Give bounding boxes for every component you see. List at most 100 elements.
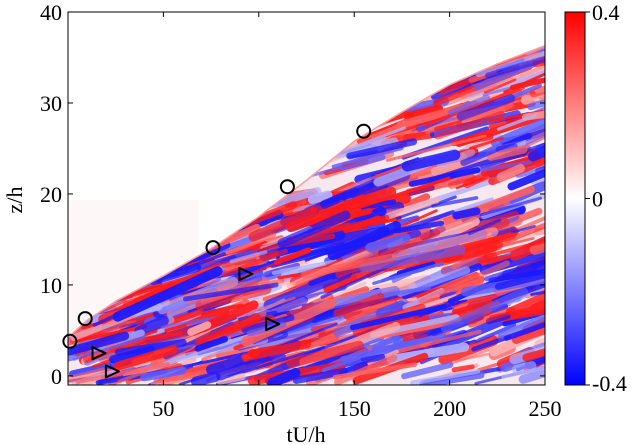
field-streak bbox=[496, 163, 526, 182]
y-tick-label: 0 bbox=[51, 364, 62, 389]
field-streak bbox=[419, 371, 485, 385]
field-streak bbox=[401, 361, 454, 380]
boundary-curve bbox=[67, 44, 546, 339]
field-streak bbox=[520, 84, 545, 105]
colorbar-tick-label: -0.4 bbox=[592, 371, 627, 396]
x-axis: 50 100 150 200 250 bbox=[152, 12, 562, 421]
field-streak bbox=[68, 331, 130, 356]
fluctuation-field bbox=[68, 45, 545, 385]
colorbar bbox=[564, 11, 586, 386]
field-streak bbox=[339, 154, 386, 171]
field-streak bbox=[132, 262, 222, 304]
field-streak bbox=[459, 84, 498, 99]
field-streak bbox=[195, 284, 272, 311]
field-streak bbox=[509, 216, 545, 261]
field-streak bbox=[216, 373, 246, 385]
circle-marker bbox=[356, 123, 372, 139]
field-streak bbox=[418, 260, 510, 305]
field-streak bbox=[331, 146, 404, 169]
field-streak bbox=[531, 163, 545, 185]
field-streak bbox=[241, 339, 312, 362]
field-streak bbox=[267, 367, 301, 385]
field-streak bbox=[349, 303, 447, 331]
field-streak bbox=[496, 113, 537, 131]
field-streak bbox=[300, 253, 396, 279]
x-tick-label: 100 bbox=[242, 396, 275, 421]
field-streak bbox=[503, 301, 545, 341]
field-streak bbox=[468, 136, 504, 150]
field-streak bbox=[321, 355, 362, 373]
field-streak bbox=[307, 190, 333, 205]
field-streak bbox=[248, 206, 318, 242]
x-tick-label: 200 bbox=[433, 396, 466, 421]
field-streak bbox=[504, 219, 545, 248]
field-streak bbox=[229, 249, 268, 264]
field-streak bbox=[333, 298, 409, 338]
field-streak bbox=[194, 336, 229, 352]
field-streak bbox=[346, 138, 418, 160]
field-streak bbox=[332, 362, 417, 380]
y-tick-label: 30 bbox=[40, 91, 62, 116]
colorbar-tick-label: 0.4 bbox=[592, 0, 620, 25]
x-tick-label: 150 bbox=[338, 396, 371, 421]
field-streak bbox=[505, 270, 545, 317]
field-streak bbox=[432, 201, 511, 234]
field-streak bbox=[360, 199, 397, 211]
x-tick-label: 50 bbox=[152, 396, 174, 421]
field-streak bbox=[140, 366, 187, 382]
colorbar-ticks: 0.4 0 -0.4 bbox=[585, 0, 627, 396]
field-streak bbox=[365, 233, 411, 253]
field-streak bbox=[530, 283, 545, 314]
field-streak bbox=[485, 46, 545, 79]
field-streak bbox=[286, 340, 364, 368]
field-streak bbox=[385, 134, 487, 162]
field-streak bbox=[452, 207, 481, 220]
y-tick-label: 20 bbox=[40, 182, 62, 207]
field-streak bbox=[423, 85, 525, 128]
field-streak bbox=[510, 61, 545, 91]
field-streak bbox=[339, 162, 413, 192]
field-streak bbox=[334, 354, 398, 385]
field-streak bbox=[475, 50, 545, 78]
field-streak bbox=[467, 218, 502, 236]
field-streak bbox=[522, 335, 545, 362]
field-streak bbox=[527, 141, 545, 162]
field-streak bbox=[202, 300, 259, 331]
field-streak bbox=[519, 333, 545, 355]
field-streak bbox=[452, 299, 493, 314]
field-streak bbox=[503, 65, 545, 94]
field-streak bbox=[514, 162, 545, 178]
colorbar-tick-label: 0 bbox=[592, 187, 603, 212]
field-streak bbox=[114, 345, 178, 371]
field-streak bbox=[475, 323, 517, 343]
field-streak bbox=[518, 346, 545, 384]
field-streak bbox=[447, 94, 491, 116]
field-streak bbox=[222, 248, 289, 278]
field-streak bbox=[456, 94, 516, 121]
field-streak bbox=[401, 149, 461, 172]
field-streak bbox=[511, 324, 545, 344]
field-streak bbox=[486, 145, 528, 161]
field-streak bbox=[286, 186, 397, 233]
field-streak bbox=[529, 72, 545, 98]
field-streak bbox=[510, 224, 536, 234]
circle-marker bbox=[205, 240, 221, 256]
field-streak bbox=[391, 227, 499, 261]
circle-marker bbox=[279, 179, 295, 195]
field-streak bbox=[460, 119, 545, 166]
y-tick-label: 40 bbox=[40, 0, 62, 25]
triangle-marker bbox=[238, 267, 254, 282]
plot-frame bbox=[67, 11, 546, 386]
field-streak bbox=[479, 196, 542, 217]
x-axis-label: tU/h bbox=[286, 422, 325, 445]
field-streak bbox=[396, 261, 436, 277]
field-streak bbox=[320, 187, 360, 208]
field-streak bbox=[100, 299, 127, 313]
field-streak bbox=[372, 262, 445, 285]
field-streak bbox=[304, 229, 390, 262]
field-streak bbox=[501, 361, 545, 379]
y-axis-label: z/h bbox=[2, 187, 27, 214]
markers bbox=[62, 123, 372, 379]
field-streak bbox=[190, 371, 221, 385]
field-streak bbox=[112, 266, 223, 322]
